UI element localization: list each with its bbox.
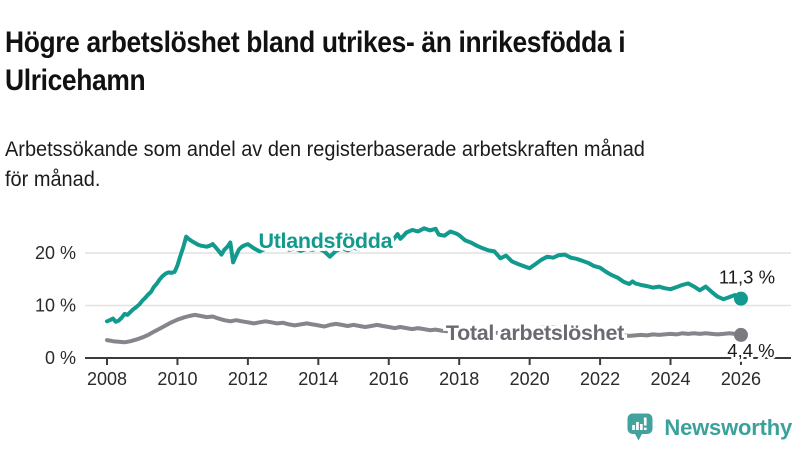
series-end-value-label: 11,3 % xyxy=(719,267,775,288)
x-axis-tick-label: 2016 xyxy=(369,369,409,389)
page-title: Högre arbetslöshet bland utrikes- än inr… xyxy=(5,24,771,99)
page-title-line2: Ulricehamn xyxy=(5,63,146,97)
x-axis-tick-label: 2012 xyxy=(228,369,268,389)
page-subtitle-line1: Arbetssökande som andel av den registerb… xyxy=(5,138,645,161)
x-axis-tick-label: 2010 xyxy=(157,369,197,389)
bar-chart-speech-bubble-icon xyxy=(627,413,653,441)
x-axis-tick-label: 2022 xyxy=(580,369,620,389)
x-axis-tick-label: 2026 xyxy=(721,369,761,389)
series-end-dot xyxy=(733,327,748,342)
series-line xyxy=(105,226,743,324)
x-axis-tick-label: 2018 xyxy=(439,369,479,389)
x-axis-tick-label: 2024 xyxy=(650,369,690,389)
y-axis-tick-label: 0 % xyxy=(45,348,76,368)
series-end-dot xyxy=(733,291,748,306)
x-axis-tick-label: 2020 xyxy=(510,369,550,389)
brand-name: Newsworthy xyxy=(664,415,792,440)
page-title-line1: Högre arbetslöshet bland utrikes- än inr… xyxy=(5,26,626,60)
newsworthy-brand: Newsworthy xyxy=(626,412,792,444)
x-axis-tick-label: 2014 xyxy=(298,369,338,389)
page-subtitle: Arbetssökande som andel av den registerb… xyxy=(5,135,800,195)
x-axis-tick-label: 2008 xyxy=(87,369,127,389)
page-subtitle-line2: för månad. xyxy=(5,167,101,191)
series-inline-label: Utlandsfödda xyxy=(258,229,393,253)
series-line xyxy=(105,312,743,345)
series-end-value-label: 4,4 % xyxy=(727,340,774,361)
series-inline-label: Total arbetslöshet xyxy=(446,321,624,345)
y-axis-tick-label: 20 % xyxy=(35,243,76,263)
y-axis-tick-label: 10 % xyxy=(35,296,76,316)
